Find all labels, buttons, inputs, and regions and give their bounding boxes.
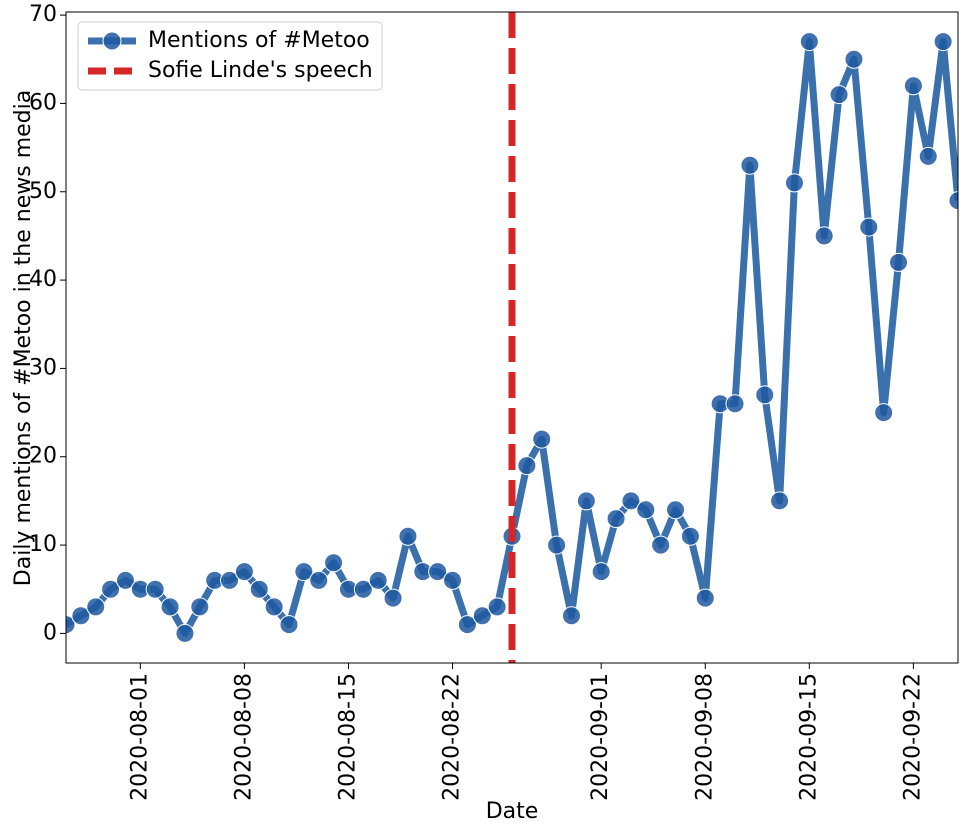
data-point bbox=[86, 597, 106, 617]
y-tick-label: 20 bbox=[29, 444, 57, 469]
data-point bbox=[234, 562, 254, 582]
data-point bbox=[770, 491, 790, 511]
y-tick-label: 60 bbox=[29, 90, 57, 115]
data-point bbox=[889, 252, 909, 272]
data-point bbox=[487, 597, 507, 617]
data-point bbox=[799, 32, 819, 52]
y-tick-label: 30 bbox=[29, 355, 57, 380]
data-point bbox=[324, 553, 344, 573]
x-tick-label: 2020-09-08 bbox=[692, 673, 717, 801]
data-point bbox=[264, 597, 284, 617]
data-point bbox=[532, 429, 552, 449]
data-point bbox=[695, 588, 715, 608]
data-point bbox=[740, 155, 760, 175]
data-point bbox=[784, 173, 804, 193]
plot-area bbox=[66, 12, 958, 663]
data-point bbox=[829, 85, 849, 105]
data-point bbox=[547, 535, 567, 555]
data-point bbox=[859, 217, 879, 237]
data-point bbox=[101, 579, 121, 599]
x-tick-label: 2020-08-01 bbox=[127, 673, 152, 801]
data-point bbox=[353, 579, 373, 599]
data-point bbox=[606, 509, 626, 529]
data-point bbox=[755, 385, 775, 405]
data-point bbox=[517, 456, 537, 476]
x-tick-label: 2020-08-08 bbox=[231, 673, 256, 801]
data-point bbox=[844, 49, 864, 69]
data-point bbox=[651, 535, 671, 555]
x-tick-label: 2020-08-15 bbox=[335, 673, 360, 801]
legend-label: Mentions of #Metoo bbox=[148, 28, 370, 53]
data-point bbox=[874, 403, 894, 423]
data-point bbox=[71, 606, 91, 626]
data-point bbox=[561, 606, 581, 626]
plot-frame bbox=[65, 11, 959, 664]
x-tick-label: 2020-08-22 bbox=[440, 673, 465, 801]
y-tick-label: 50 bbox=[29, 179, 57, 204]
x-tick-label: 2020-09-15 bbox=[796, 673, 821, 801]
data-point bbox=[636, 500, 656, 520]
y-axis-label: Daily mentions of #Metoo in the news med… bbox=[11, 90, 36, 586]
data-point bbox=[814, 226, 834, 246]
x-tick-label: 2020-09-01 bbox=[588, 673, 613, 801]
data-point bbox=[591, 562, 611, 582]
data-point bbox=[725, 394, 745, 414]
data-point bbox=[249, 579, 269, 599]
data-point bbox=[666, 500, 686, 520]
y-tick-label: 0 bbox=[43, 620, 57, 645]
data-point bbox=[294, 562, 314, 582]
data-point bbox=[903, 76, 923, 96]
data-point bbox=[443, 570, 463, 590]
data-point bbox=[368, 570, 388, 590]
data-point bbox=[220, 570, 240, 590]
y-tick-label: 70 bbox=[29, 2, 57, 27]
data-point bbox=[576, 491, 596, 511]
data-point bbox=[383, 588, 403, 608]
legend-label: Sofie Linde's speech bbox=[148, 58, 373, 83]
data-point bbox=[621, 491, 641, 511]
data-point bbox=[680, 526, 700, 546]
data-point bbox=[145, 579, 165, 599]
data-point bbox=[472, 606, 492, 626]
data-point bbox=[428, 562, 448, 582]
x-tick-label: 2020-09-22 bbox=[900, 673, 925, 801]
data-point bbox=[918, 146, 938, 166]
data-point bbox=[933, 32, 953, 52]
y-tick-label: 10 bbox=[29, 532, 57, 557]
data-point bbox=[948, 191, 958, 211]
data-point bbox=[160, 597, 180, 617]
legend-box bbox=[77, 21, 383, 91]
x-axis-label: Date bbox=[486, 799, 539, 824]
data-point bbox=[115, 570, 135, 590]
legend-marker bbox=[102, 31, 122, 51]
data-point bbox=[190, 597, 210, 617]
data-point bbox=[398, 526, 418, 546]
data-point bbox=[457, 615, 477, 635]
data-point bbox=[279, 615, 299, 635]
data-point bbox=[309, 570, 329, 590]
data-point bbox=[175, 623, 195, 643]
y-tick-label: 40 bbox=[29, 267, 57, 292]
